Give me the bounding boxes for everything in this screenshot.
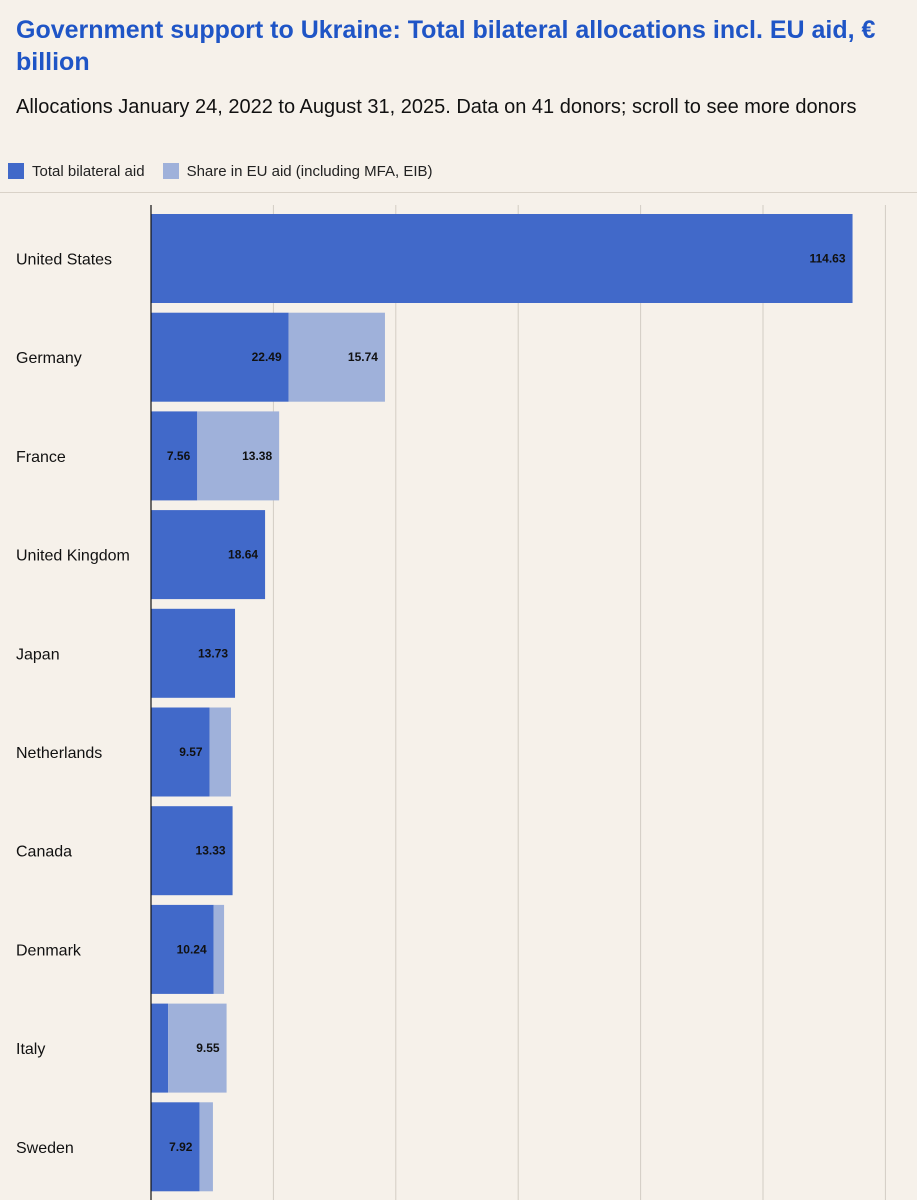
legend-swatch-bilateral xyxy=(8,163,24,179)
data-label-canada-bilateral: 13.33 xyxy=(196,844,226,858)
data-label-germany-eu-share: 15.74 xyxy=(348,350,378,364)
category-label-netherlands: Netherlands xyxy=(16,745,102,762)
bar-denmark-eu-share xyxy=(213,904,225,994)
category-label-germany: Germany xyxy=(16,350,82,367)
data-label-japan-bilateral: 13.73 xyxy=(198,646,228,660)
bar-italy-bilateral xyxy=(151,1003,169,1093)
category-label-canada: Canada xyxy=(16,844,72,861)
data-label-france-eu-share: 13.38 xyxy=(242,449,272,463)
legend-label-eu-share: Share in EU aid (including MFA, EIB) xyxy=(186,162,433,180)
legend-item-eu-share[interactable]: Share in EU aid (including MFA, EIB) xyxy=(162,162,433,180)
legend: Total bilateral aid Share in EU aid (inc… xyxy=(8,160,451,182)
data-label-sweden-bilateral: 7.92 xyxy=(169,1140,193,1154)
bar-japan-bilateral xyxy=(151,608,236,698)
legend-item-bilateral[interactable]: Total bilateral aid xyxy=(8,163,145,180)
bar-germany-bilateral xyxy=(151,312,289,402)
bar-france-eu-share xyxy=(197,411,280,501)
chart-title: Government support to Ukraine: Total bil… xyxy=(16,16,876,76)
category-label-united-kingdom: United Kingdom xyxy=(16,548,130,565)
chart-subtitle: Allocations January 24, 2022 to August 3… xyxy=(16,96,857,118)
data-label-italy-eu-share: 9.55 xyxy=(196,1041,220,1055)
bar-netherlands-bilateral xyxy=(151,707,210,797)
bar-sweden-eu-share xyxy=(199,1102,213,1192)
category-label-france: France xyxy=(16,449,66,466)
category-label-united-states: United States xyxy=(16,252,112,269)
data-label-netherlands-bilateral: 9.57 xyxy=(179,745,203,759)
bar-canada-bilateral xyxy=(151,806,233,896)
legend-swatch-eu-share xyxy=(162,163,179,179)
bar-united-kingdom-bilateral xyxy=(151,510,266,600)
bar-united-states-bilateral xyxy=(151,214,853,303)
bar-sweden-bilateral xyxy=(151,1102,200,1192)
bar-germany-eu-share xyxy=(288,312,385,402)
bar-france-bilateral xyxy=(151,411,198,501)
header-divider xyxy=(0,192,917,193)
bar-denmark-bilateral xyxy=(151,904,214,994)
category-label-japan: Japan xyxy=(16,646,60,663)
legend-label-bilateral: Total bilateral aid xyxy=(32,162,145,180)
bar-netherlands-eu-share xyxy=(209,707,231,797)
data-label-united-kingdom-bilateral: 18.64 xyxy=(228,548,258,562)
category-label-sweden: Sweden xyxy=(16,1140,74,1157)
category-label-denmark: Denmark xyxy=(16,942,82,959)
data-label-denmark-bilateral: 10.24 xyxy=(177,942,207,956)
data-label-united-states-bilateral: 114.63 xyxy=(809,252,845,266)
data-label-france-bilateral: 7.56 xyxy=(167,449,191,463)
category-label-italy: Italy xyxy=(16,1041,45,1058)
bar-italy-eu-share xyxy=(168,1003,227,1093)
data-label-germany-bilateral: 22.49 xyxy=(252,350,282,364)
